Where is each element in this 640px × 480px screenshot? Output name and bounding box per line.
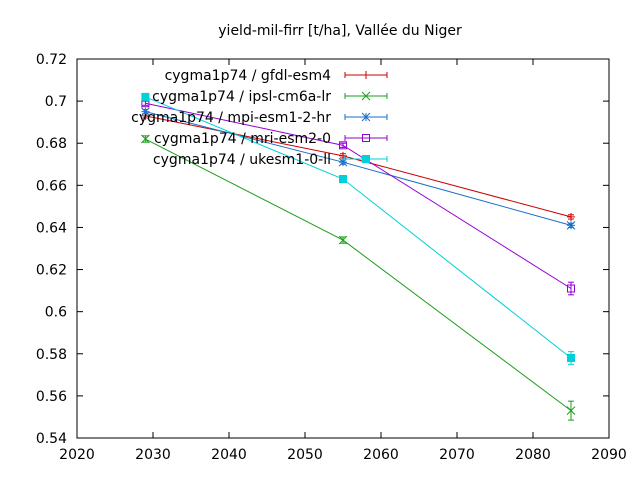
legend-item: cygma1p74 / mpi-esm1-2-hr [131,110,388,126]
y-tick-label: 0.54 [36,431,67,447]
legend-swatch [344,91,388,101]
data-point [141,107,150,116]
legend-label: cygma1p74 / mpi-esm1-2-hr [131,110,331,126]
data-point [339,141,347,150]
data-point [567,281,575,296]
legend: cygma1p74 / gfdl-esm4 cygma1p74 / ipsl-cm… [131,68,388,168]
y-tick-label: 0.7 [45,94,67,110]
series-line [145,138,572,412]
legend-label: cygma1p74 / ukesm1-0-ll [153,152,331,168]
data-point [141,134,150,144]
x-tick-label: 2040 [211,447,247,463]
data-point [141,92,150,101]
series-1 [141,134,576,421]
series-layer [141,92,576,421]
y-tick-label: 0.6 [45,305,67,321]
legend-label: cygma1p74 / gfdl-esm4 [165,68,332,84]
x-tick-label: 2050 [287,447,323,463]
data-point [566,400,576,421]
legend-swatch [344,155,388,163]
chart-title: yield-mil-firr [t/ha], Vallée du Niger [218,23,462,39]
legend-item: cygma1p74 / gfdl-esm4 [165,68,388,84]
x-tick-label: 2070 [439,447,475,463]
plot-frame [76,58,610,439]
data-point [339,175,347,184]
x-tick-label: 2080 [515,447,551,463]
series-4 [141,92,575,365]
legend-item: cygma1p74 / ipsl-cm6a-lr [152,89,388,105]
data-point [338,235,348,245]
legend-swatch [344,112,388,122]
x-tick-label: 2020 [59,447,95,463]
y-tick-label: 0.64 [36,220,67,236]
x-tick-label: 2030 [135,447,171,463]
series-2 [141,107,576,230]
legend-label: cygma1p74 / ipsl-cm6a-lr [152,89,331,105]
series-3 [141,99,575,296]
y-tick-label: 0.62 [36,263,67,279]
y-tick-label: 0.68 [36,136,67,152]
legend-label: cygma1p74 / mri-esm2-0 [154,131,331,147]
data-point [566,220,576,230]
legend-swatch [344,71,388,79]
x-tick-label: 2060 [363,447,399,463]
data-point [567,212,575,221]
y-tick-label: 0.58 [36,347,67,363]
y-tick-label: 0.72 [36,52,67,68]
legend-item: cygma1p74 / ukesm1-0-ll [153,152,388,168]
legend-item: cygma1p74 / mri-esm2-0 [154,131,388,147]
data-point [567,351,575,365]
x-tick-label: 2090 [591,447,627,463]
legend-swatch [344,134,388,142]
y-tick-label: 0.56 [36,389,67,405]
axis-ticks: 2020 2030 2040 2050 2060 2070 2080 2090 0.54 0.56… [36,52,627,463]
y-tick-label: 0.66 [36,178,67,194]
